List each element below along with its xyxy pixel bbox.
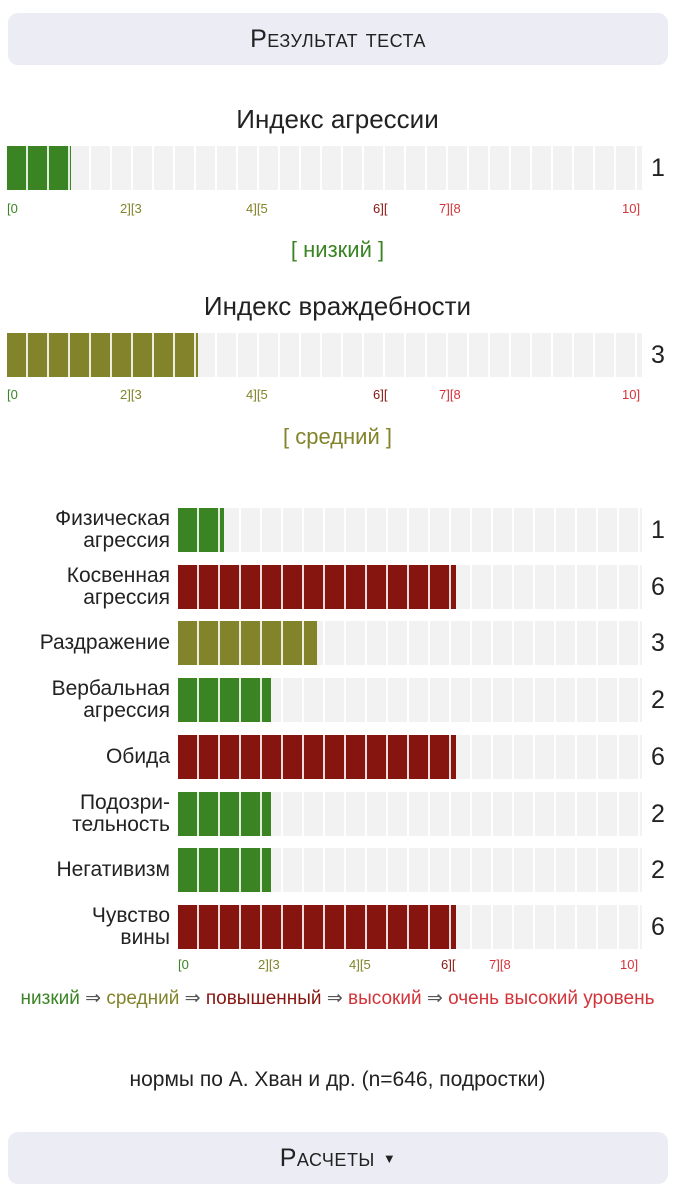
scale-tick-10: 10] bbox=[622, 387, 640, 402]
scale-tick-0: [0 bbox=[7, 201, 18, 216]
legend-mid: средний bbox=[106, 988, 179, 1009]
test-result-header[interactable]: Результат теста bbox=[8, 13, 668, 65]
subscale-label: Обида bbox=[0, 733, 170, 781]
subscale-value: 6 bbox=[643, 565, 673, 609]
legend-low: низкий bbox=[21, 988, 80, 1009]
subscale-bar bbox=[178, 735, 642, 779]
subscale-label: Косвенная агрессия bbox=[0, 563, 170, 611]
legend-arrow: ⇒ bbox=[427, 988, 443, 1009]
scale-tick-10: 10] bbox=[620, 957, 638, 972]
hostility-index-value: 3 bbox=[643, 333, 673, 377]
aggression-index-fill bbox=[7, 146, 71, 190]
subscale-value: 2 bbox=[643, 678, 673, 722]
subscale-label-line: агрессия bbox=[83, 700, 170, 722]
subscale-value: 2 bbox=[643, 848, 673, 892]
scale-tick-4-5: 4][5 bbox=[246, 387, 268, 402]
scale-tick-2-3: 2][3 bbox=[120, 201, 142, 216]
subscale-label-line: Раздражение bbox=[40, 632, 170, 654]
scale-tick-2-3: 2][3 bbox=[120, 387, 142, 402]
scale-tick-4: 4][5 bbox=[246, 201, 268, 216]
scale-tick-0: [0 bbox=[7, 387, 18, 402]
subscale-label: Раздражение bbox=[0, 619, 170, 667]
subscale-label: Вербальная агрессия bbox=[0, 676, 170, 724]
subscale-fill bbox=[178, 565, 456, 609]
aggression-index-scale: [0 2][3 4][5 6][ 7][8 10] bbox=[7, 201, 642, 217]
subscale-value: 6 bbox=[643, 905, 673, 949]
subscale-label-line: Косвенная bbox=[67, 565, 170, 587]
legend-very-high: очень высокий уровень bbox=[448, 988, 654, 1009]
subscale-bar bbox=[178, 905, 642, 949]
legend-high: повышенный bbox=[206, 988, 322, 1009]
subscale-label-line: тельность bbox=[72, 814, 170, 836]
subscale-label-line: вины bbox=[120, 927, 170, 949]
subscale-bar bbox=[178, 508, 642, 552]
scale-tick-7-8: 7][8 bbox=[439, 387, 461, 402]
aggression-index-value: 1 bbox=[643, 146, 673, 190]
subscale-label-line: агрессия bbox=[83, 530, 170, 552]
legend-arrow: ⇒ bbox=[85, 988, 101, 1009]
subscale-label: Подозри-тельность bbox=[0, 790, 170, 838]
subscale-bar bbox=[178, 621, 642, 665]
scale-tick-6: 6][ bbox=[373, 387, 387, 402]
scale-tick-7-8: 7][8 bbox=[489, 957, 511, 972]
subscale-fill bbox=[178, 848, 271, 892]
subscales-scale: [0 2][3 4][5 6][ 7][8 10] bbox=[178, 957, 642, 973]
subscale-value: 2 bbox=[643, 792, 673, 836]
hostility-index-title: Индекс враждебности bbox=[0, 291, 675, 322]
subscale-fill bbox=[178, 735, 456, 779]
aggression-index-title: Индекс агрессии bbox=[0, 104, 675, 135]
subscale-label-line: Чувство bbox=[92, 905, 170, 927]
scale-tick-4-5: 4][5 bbox=[246, 201, 268, 216]
norms-note: нормы по А. Хван и др. (n=646, подростки… bbox=[0, 1068, 675, 1092]
calculations-label: Расчеты bbox=[280, 1144, 375, 1173]
calculations-button[interactable]: Расчеты ▼ bbox=[8, 1132, 668, 1184]
subscale-label: Физическая агрессия bbox=[0, 506, 170, 554]
subscale-label-line: Вербальная bbox=[52, 678, 170, 700]
aggression-level: [ низкий ] bbox=[0, 237, 675, 263]
subscale-bar bbox=[178, 565, 642, 609]
scale-tick-4-5: 4][5 bbox=[349, 957, 371, 972]
subscale-fill bbox=[178, 508, 224, 552]
subscale-label-line: Обида bbox=[106, 746, 170, 768]
hostility-level: [ средний ] bbox=[0, 424, 675, 450]
legend-arrow: ⇒ bbox=[327, 988, 343, 1009]
level-legend: низкий ⇒ средний ⇒ повышенный ⇒ высокий … bbox=[0, 988, 675, 1010]
subscale-value: 1 bbox=[643, 508, 673, 552]
scale-tick-0: [0 bbox=[178, 957, 189, 972]
hostility-index-fill bbox=[7, 333, 198, 377]
hostility-index-bar bbox=[7, 333, 642, 377]
subscale-bar bbox=[178, 678, 642, 722]
scale-tick-7-8: 7][8 bbox=[439, 201, 461, 216]
subscale-label: Негативизм bbox=[0, 846, 170, 894]
subscale-fill bbox=[178, 621, 317, 665]
scale-tick-6: 6][ bbox=[373, 201, 387, 216]
subscale-label-line: агрессия bbox=[83, 587, 170, 609]
subscale-fill bbox=[178, 905, 456, 949]
legend-arrow: ⇒ bbox=[185, 988, 201, 1009]
aggression-index-bar bbox=[7, 146, 642, 190]
chevron-down-icon: ▼ bbox=[383, 1151, 396, 1166]
scale-tick-2-3: 2][3 bbox=[258, 957, 280, 972]
scale-tick-6: 6][ bbox=[441, 957, 455, 972]
legend-vhigh: высокий bbox=[348, 988, 422, 1009]
subscale-bar bbox=[178, 848, 642, 892]
subscale-fill bbox=[178, 678, 271, 722]
subscale-value: 3 bbox=[643, 621, 673, 665]
subscale-label-line: Подозри- bbox=[80, 792, 170, 814]
subscale-label-line: Негативизм bbox=[56, 859, 170, 881]
subscale-label: Чувство вины bbox=[0, 903, 170, 951]
hostility-index-scale: [0 2][3 4][5 6][ 7][8 10] bbox=[7, 387, 642, 403]
subscale-label-line: Физическая bbox=[55, 508, 170, 530]
subscale-fill bbox=[178, 792, 271, 836]
header-title: Результат теста bbox=[250, 25, 426, 54]
subscale-bar bbox=[178, 792, 642, 836]
subscale-value: 6 bbox=[643, 735, 673, 779]
scale-tick-10: 10] bbox=[622, 201, 640, 216]
